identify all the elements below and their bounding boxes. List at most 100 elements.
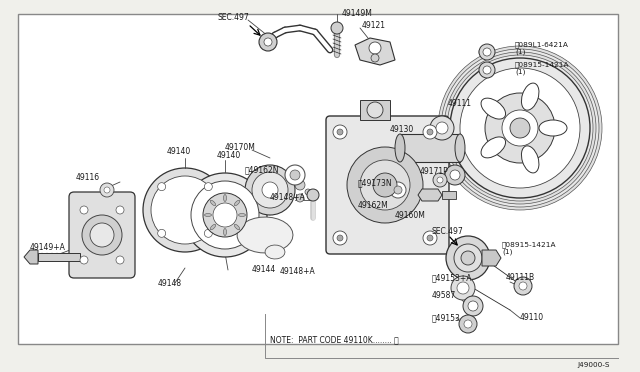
Circle shape [191,181,259,249]
Circle shape [347,147,423,223]
Text: J49000-S: J49000-S [577,362,610,368]
Circle shape [461,251,475,265]
Circle shape [82,215,122,255]
Polygon shape [24,250,38,264]
Circle shape [436,122,448,134]
Circle shape [305,189,311,195]
Circle shape [116,256,124,264]
Circle shape [451,276,475,300]
Text: 49111B: 49111B [506,273,535,282]
Circle shape [444,52,596,204]
Circle shape [296,194,304,202]
Circle shape [337,235,343,241]
Ellipse shape [239,214,246,217]
Circle shape [423,125,437,139]
Circle shape [454,244,482,272]
Bar [38,253,80,261]
Circle shape [427,235,433,241]
Text: 49111: 49111 [448,99,472,108]
Text: 49148+A: 49148+A [280,267,316,276]
Text: 49116: 49116 [76,173,100,183]
Circle shape [394,186,402,194]
Circle shape [479,47,489,57]
Circle shape [80,206,88,214]
Circle shape [464,320,472,328]
Circle shape [423,231,437,245]
Circle shape [483,48,491,56]
Ellipse shape [234,224,240,230]
Circle shape [204,183,212,191]
Text: 49160M: 49160M [395,211,426,219]
Circle shape [213,203,237,227]
Circle shape [116,206,124,214]
Ellipse shape [481,137,506,158]
Polygon shape [482,250,501,266]
Circle shape [204,229,212,237]
Text: ⒲49162N: ⒲49162N [245,166,280,174]
Circle shape [463,296,483,316]
Text: 49130: 49130 [390,125,414,135]
Text: ⒲08915-1421A
(1): ⒲08915-1421A (1) [515,61,570,75]
Circle shape [447,55,593,201]
FancyBboxPatch shape [69,192,135,278]
Circle shape [437,177,443,183]
Text: 49149M: 49149M [342,10,373,19]
Circle shape [307,189,319,201]
Text: 49170M: 49170M [225,144,256,153]
Circle shape [450,170,460,180]
Circle shape [157,229,166,237]
Text: 49148+A: 49148+A [270,193,306,202]
Circle shape [371,54,379,62]
Circle shape [104,187,110,193]
Circle shape [100,183,114,197]
Ellipse shape [205,214,211,217]
Ellipse shape [223,228,227,235]
Text: 49148: 49148 [158,279,182,288]
Circle shape [295,180,305,190]
Circle shape [483,66,491,74]
Text: 49144: 49144 [252,266,276,275]
Circle shape [333,231,347,245]
Circle shape [151,176,219,244]
Text: 49110: 49110 [520,314,544,323]
Ellipse shape [395,134,405,162]
Text: ⒲08915-1421A
(1): ⒲08915-1421A (1) [502,241,557,255]
Circle shape [259,33,277,51]
Ellipse shape [522,83,539,110]
Circle shape [331,22,343,34]
Circle shape [479,44,495,60]
Circle shape [245,165,295,215]
Bar [360,100,390,120]
Circle shape [430,116,454,140]
Circle shape [264,38,272,46]
Ellipse shape [211,224,216,230]
Ellipse shape [211,200,216,206]
Text: ⒲49153: ⒲49153 [432,314,461,323]
Text: SEC.497: SEC.497 [218,13,250,22]
Circle shape [438,46,602,210]
Circle shape [510,118,530,138]
Polygon shape [265,245,285,259]
Circle shape [485,93,555,163]
Polygon shape [355,38,395,65]
Text: 49140: 49140 [217,151,241,160]
Circle shape [262,182,278,198]
Text: 49140: 49140 [167,148,191,157]
Circle shape [459,315,477,333]
Circle shape [427,129,433,135]
Circle shape [390,182,406,198]
Circle shape [80,256,88,264]
Text: 49587: 49587 [432,292,456,301]
Text: ⒲49173N: ⒲49173N [358,179,392,187]
Circle shape [367,102,383,118]
Circle shape [460,68,580,188]
Circle shape [446,236,490,280]
Text: 49171P: 49171P [420,167,449,176]
Circle shape [203,193,247,237]
Ellipse shape [539,120,567,136]
Circle shape [445,165,465,185]
Circle shape [157,183,166,191]
Bar [400,134,460,162]
Circle shape [373,173,397,197]
Circle shape [90,223,114,247]
